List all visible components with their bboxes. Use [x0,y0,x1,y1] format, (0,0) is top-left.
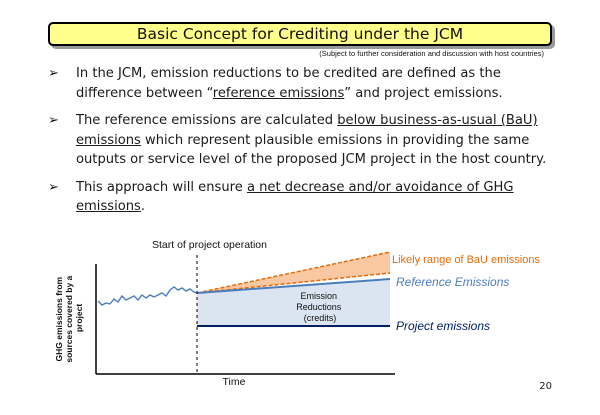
text-segment: ” and project emissions. [344,85,503,101]
bullet-arrow-icon: ➢ [48,66,59,81]
project-emissions-label: Project emissions [396,319,490,333]
x-axis-label: Time [223,376,246,388]
emissions-diagram: Start of project operation GHG emissions… [54,239,540,388]
reference-emissions-label: Reference Emissions [396,275,509,289]
bullet-item: ➢ This approach will ensure a net decrea… [48,178,568,217]
bau-upper-line [196,251,391,294]
start-of-project-label: Start of project operation [152,239,267,251]
bullet-text: This approach will ensure a net decrease… [76,180,514,215]
underlined-text: below business-as-usual (BaU) emissions [76,113,538,148]
historical-emissions-line [97,286,198,306]
text-segment: . [140,199,146,214]
slide-subtitle: (Subject to further consideration and di… [319,49,544,58]
bullet-item: ➢ In the JCM, emission reductions to be … [48,64,568,103]
underlined-text: reference emissions [212,85,345,101]
emission-reductions-label-line: Reductions [296,302,342,312]
y-axis-label: GHG emissions from sources covered by a … [54,273,84,362]
slide-title: Basic Concept for Crediting under the JC… [48,22,552,46]
text-segment: This approach will ensure [76,179,247,195]
text-segment: The reference emissions are calculated [76,113,338,128]
emission-reductions-area [197,279,390,326]
y-axis-label-line: sources covered by a [64,275,74,362]
text-segment: In the JCM, emission reductions to be cr… [76,66,501,101]
emission-reductions-label-line: Emission [300,291,337,301]
emission-reductions-label-line: (credits) [304,313,337,323]
bullet-list: ➢ In the JCM, emission reductions to be … [48,64,568,225]
bullet-text: In the JCM, emission reductions to be cr… [76,66,503,101]
bullet-item: ➢ The reference emissions are calculated… [48,111,568,170]
text-segment: which represent plausible emissions in p… [76,132,547,168]
underlined-text: a net decrease and/or avoidance of GHG e… [76,179,514,215]
bullet-arrow-icon: ➢ [48,179,59,195]
reference-emissions-line [196,278,391,294]
bau-range-label: Likely range of BaU emissions [392,254,540,266]
y-axis-label-line: project [74,304,84,333]
bullet-text: The reference emissions are calculated b… [76,113,546,167]
emission-reductions-label: Emission Reductions (credits) [296,291,344,323]
y-axis-label-line: GHG emissions from [54,276,64,361]
bullet-arrow-icon: ➢ [48,113,59,128]
page-number: 20 [539,381,552,392]
